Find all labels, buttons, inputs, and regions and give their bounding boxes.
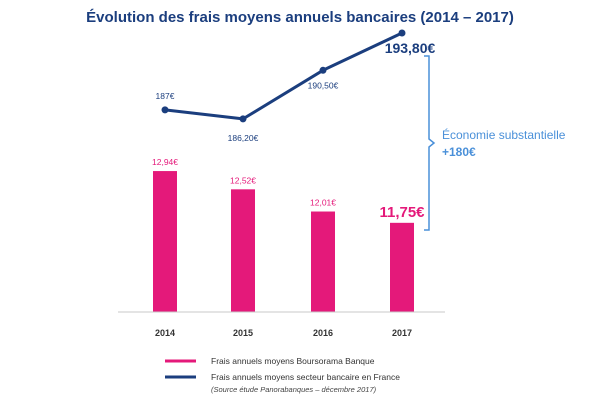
- x-axis: 2014 2015 2016 2017: [118, 311, 445, 338]
- x-tick-label: 2016: [313, 328, 333, 338]
- line-label: 186,20€: [228, 133, 259, 143]
- bar-label: 12,94€: [152, 157, 178, 167]
- annotation-text: Économie substantielle: [442, 127, 566, 142]
- line-label: 190,50€: [308, 80, 339, 90]
- annotation-brace: [424, 55, 436, 231]
- line-point: [161, 106, 169, 114]
- bar-label: 11,75€: [379, 204, 425, 221]
- bar-series: 12,94€ 12,52€ 12,01€ 11,75€: [152, 157, 425, 312]
- line-point: [239, 115, 247, 123]
- line-point: [398, 29, 406, 37]
- line-label: 193,80€: [385, 40, 436, 56]
- bar-label: 12,52€: [230, 175, 256, 185]
- line-path: [164, 31, 403, 121]
- x-tick-label: 2015: [233, 328, 253, 338]
- line-series: 187€ 186,20€ 190,50€ 193,80€: [156, 29, 436, 143]
- bar: [390, 222, 414, 312]
- x-tick-label: 2017: [392, 328, 412, 338]
- chart-title: Évolution des frais moyens annuels banca…: [86, 9, 514, 26]
- bar-label: 12,01€: [310, 198, 336, 208]
- line-label: 187€: [156, 91, 175, 101]
- bar: [153, 171, 177, 312]
- line-point: [319, 66, 327, 74]
- legend-source: (Source étude Panorabanques – décembre 2…: [211, 385, 377, 394]
- annotation-value: +180€: [442, 145, 476, 159]
- legend-label: Frais annuels moyens Boursorama Banque: [211, 356, 375, 366]
- legend-label: Frais annuels moyens secteur bancaire en…: [211, 372, 400, 382]
- x-tick-label: 2014: [155, 328, 175, 338]
- legend: Frais annuels moyens Boursorama Banque Fr…: [165, 356, 400, 394]
- annotation: Économie substantielle +180€: [424, 55, 566, 231]
- bar: [311, 211, 335, 312]
- bar: [231, 189, 255, 312]
